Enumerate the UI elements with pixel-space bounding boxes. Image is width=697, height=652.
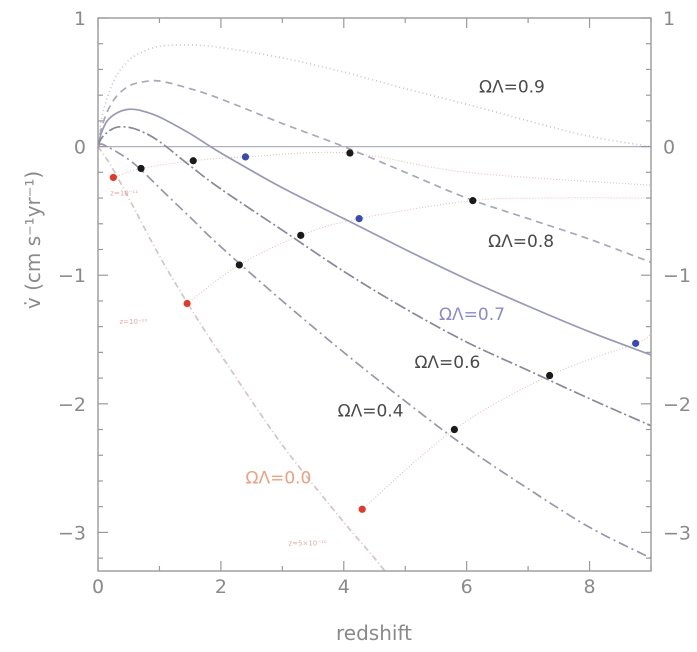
x-tick-label: 0 — [92, 576, 104, 598]
data-point-3 — [358, 505, 366, 513]
iso-line-3 — [361, 332, 651, 510]
series-line-4 — [98, 125, 651, 427]
curves-layer — [98, 44, 651, 571]
curve-label-8: z=10⁻¹⁰ — [120, 318, 148, 326]
series-line-3 — [98, 108, 651, 356]
data-point-13 — [355, 215, 363, 223]
series-line-2 — [98, 79, 651, 264]
curve-labels-layer: ΩΛ=0.9 ΩΛ=0.8 ΩΛ=0.7 ΩΛ=0.6 ΩΛ=0.4 ΩΛ=0.0 z=10… — [110, 78, 554, 548]
curve-label-1: ΩΛ=0.9 — [479, 78, 545, 98]
axes-layer: 0 2 4 6 8 1 1 0 0 −1 −1 −2 −2 −3 −3 — [58, 8, 691, 598]
y-axis-label: v̇ (cm s⁻¹yr⁻¹) — [21, 171, 45, 309]
curve-label-5: ΩΛ=0.4 — [338, 402, 404, 422]
curve-label-7: z=10⁻¹¹ — [110, 189, 138, 197]
iso-line-1 — [113, 151, 651, 186]
y-tick-label-right: −3 — [663, 522, 691, 544]
data-point-11 — [546, 371, 554, 380]
x-axis-label: redshift — [336, 621, 412, 645]
y-tick-label-right: −1 — [663, 265, 691, 287]
x-tick-label: 4 — [338, 576, 350, 598]
curve-label-3: ΩΛ=0.7 — [439, 305, 505, 325]
data-point-10 — [469, 197, 477, 205]
curve-label-4: ΩΛ=0.6 — [414, 353, 480, 373]
y-tick-label-right: −2 — [663, 394, 691, 416]
data-point-8 — [346, 149, 354, 157]
y-tick-label-left: −1 — [58, 265, 86, 287]
curve-label-6: ΩΛ=0.0 — [245, 469, 311, 489]
data-point-6 — [235, 261, 243, 269]
y-tick-label-left: −3 — [58, 522, 86, 544]
data-point-7 — [297, 231, 305, 239]
y-tick-label-left: 0 — [74, 137, 86, 159]
y-tick-label-right: 0 — [663, 137, 675, 159]
data-point-14 — [632, 339, 640, 347]
x-tick-label: 2 — [215, 576, 227, 598]
data-point-1 — [109, 173, 117, 182]
y-tick-label-right: 1 — [663, 8, 675, 30]
data-point-5 — [189, 157, 197, 165]
data-point-12 — [241, 153, 250, 161]
plot-frame — [97, 17, 652, 572]
y-tick-label-left: −2 — [58, 394, 86, 416]
y-tick-label-left: 1 — [74, 8, 86, 30]
series-line-6 — [98, 146, 386, 571]
data-point-4 — [137, 164, 145, 173]
x-tick-label: 8 — [584, 576, 596, 598]
series-line-1 — [98, 44, 651, 148]
data-point-2 — [183, 299, 191, 308]
data-point-9 — [450, 425, 458, 434]
curve-label-2: ΩΛ=0.8 — [488, 232, 554, 252]
series-line-5 — [98, 143, 651, 559]
curve-label-9: z=5×10⁻¹⁰ — [288, 539, 326, 547]
x-tick-label: 6 — [461, 576, 473, 598]
